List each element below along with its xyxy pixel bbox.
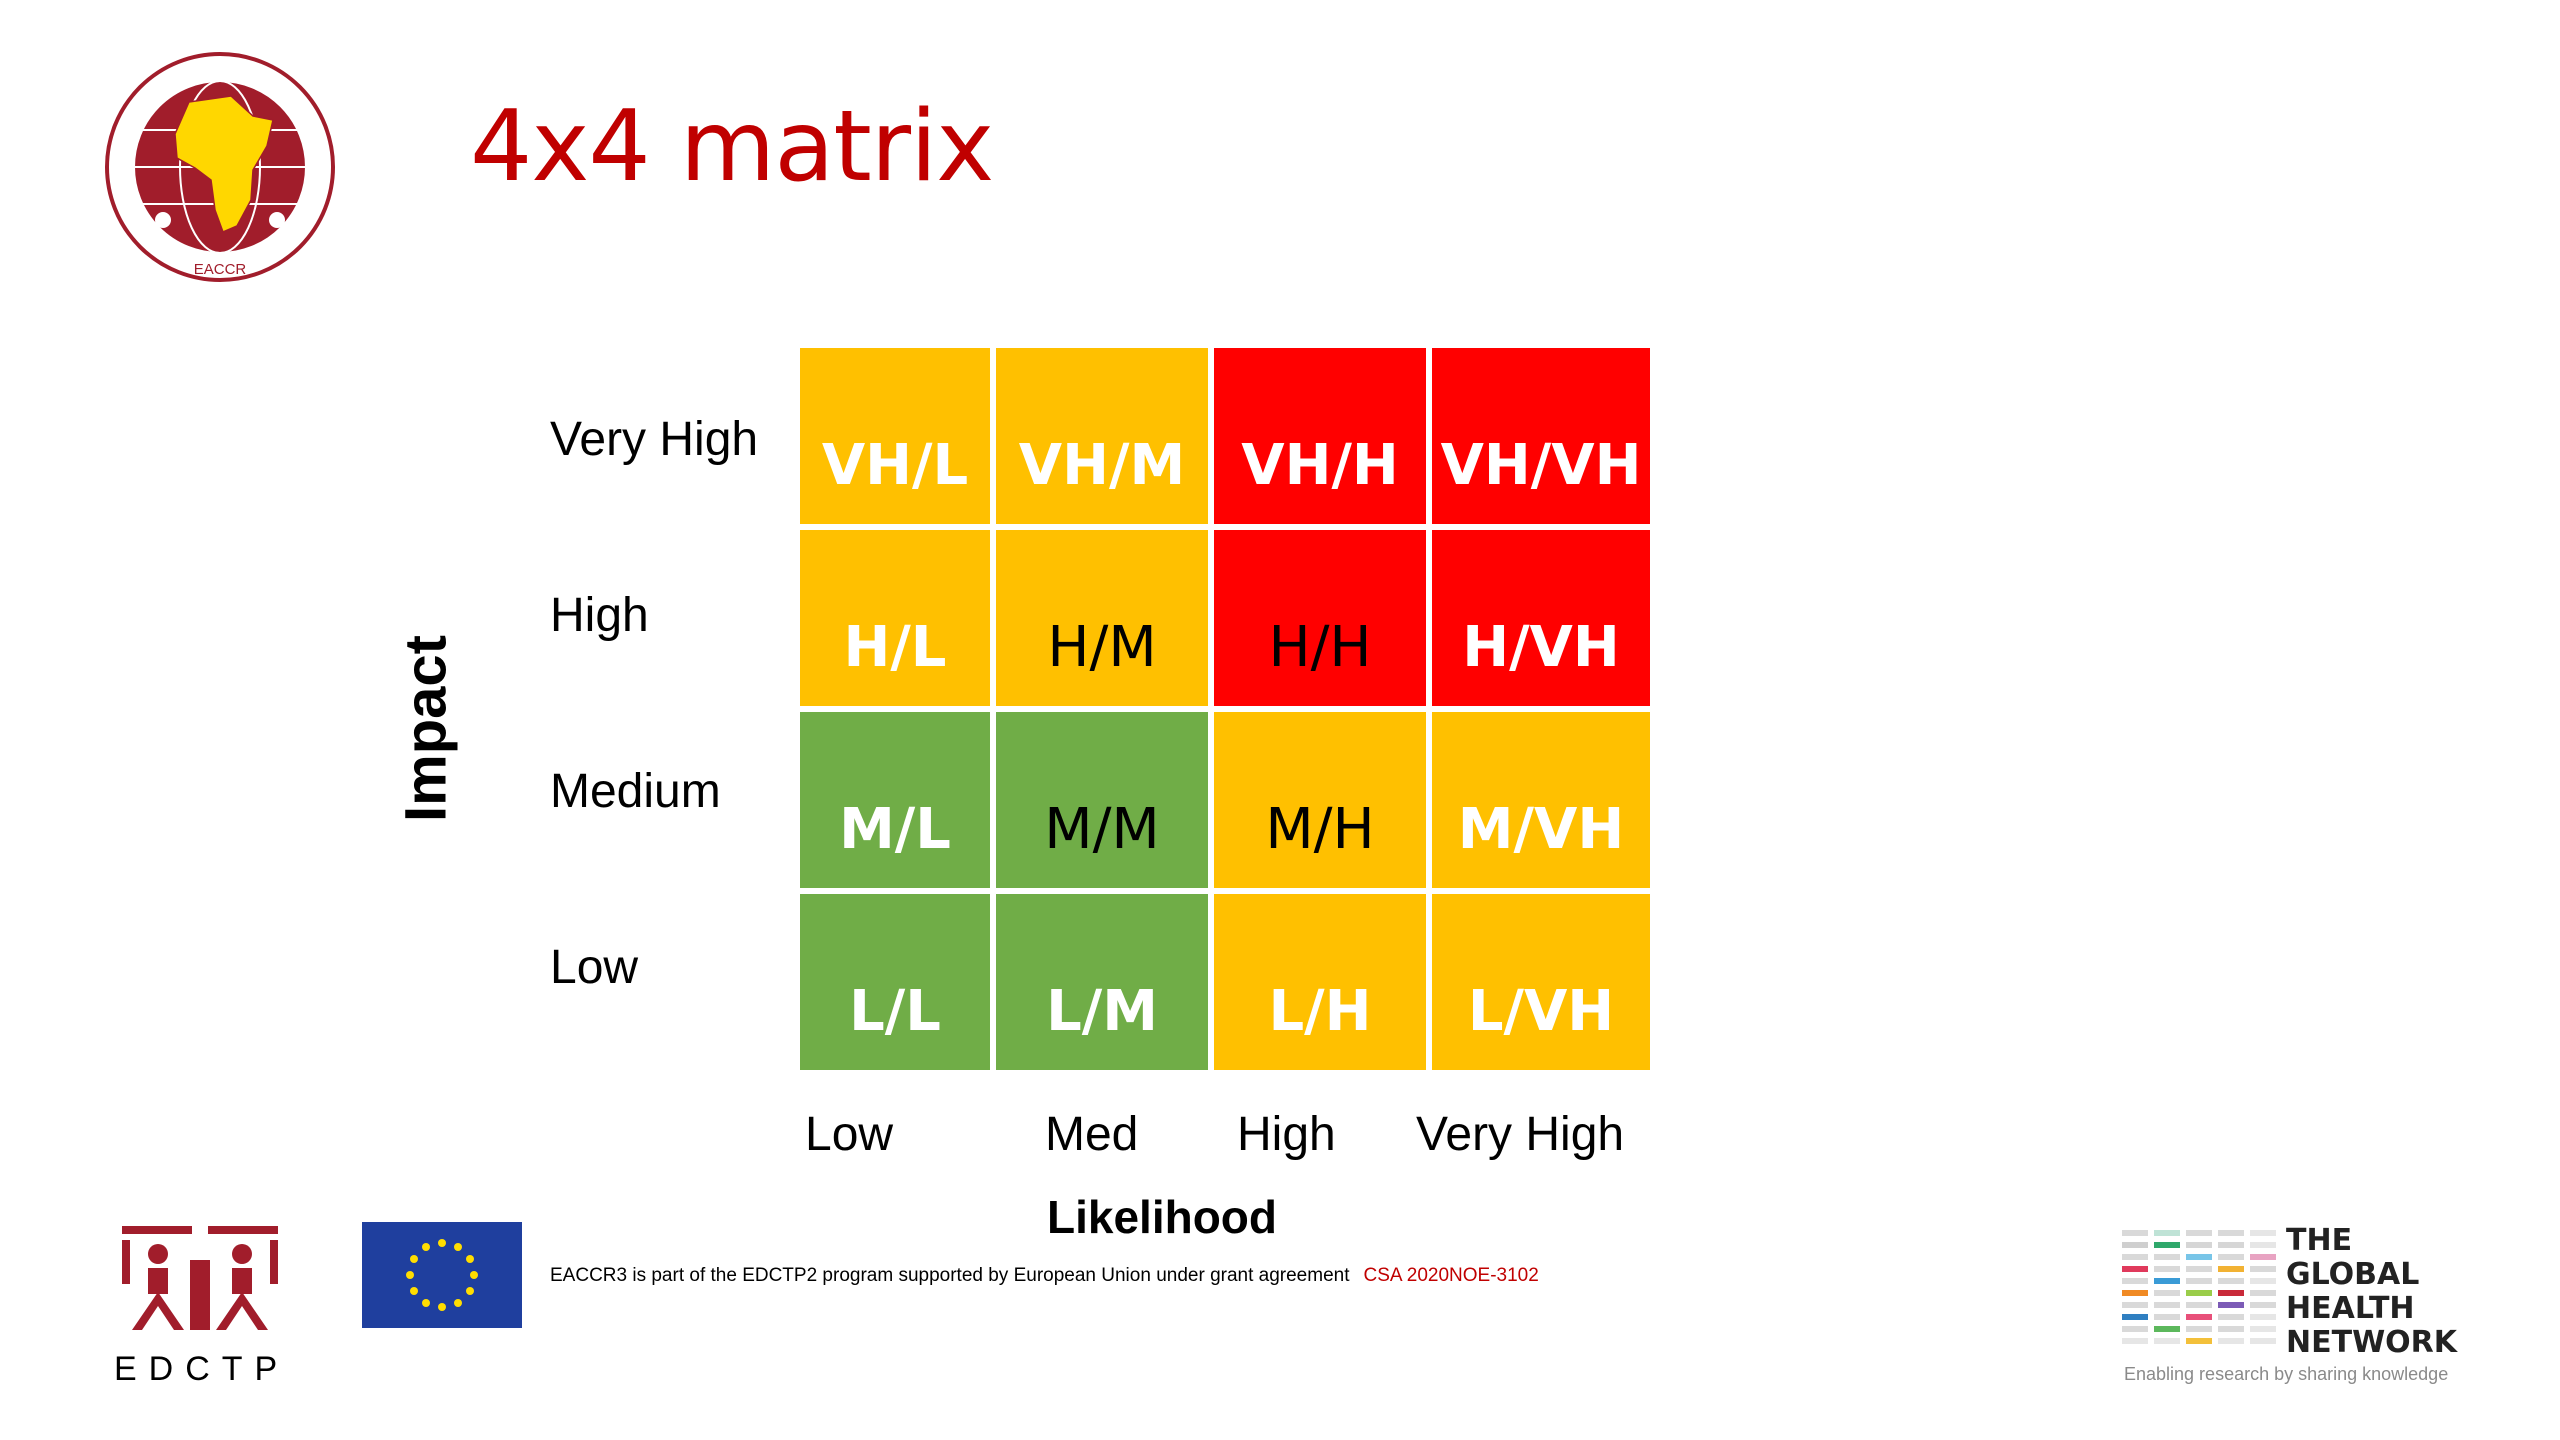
row-label-very-high: Very High (550, 413, 759, 466)
row-label-medium: Medium (550, 765, 721, 818)
row-label-high: High (550, 589, 649, 642)
funding-text: EACCR3 is part of the EDCTP2 program sup… (550, 1265, 1350, 1286)
matrix-cell-l-h: L/H (1214, 894, 1426, 1070)
y-axis-label: Impact (393, 635, 459, 822)
column-label-very-high: Very High (1416, 1108, 1625, 1161)
matrix-cell-m-m: M/M (996, 712, 1208, 888)
ghn-wordmark-line: HEALTH (2286, 1291, 2415, 1326)
matrix-cell-m-h: M/H (1214, 712, 1426, 888)
ghn-wordmark-line: NETWORK (2286, 1325, 2458, 1360)
matrix-cell-h-h: H/H (1214, 530, 1426, 706)
grant-id: CSA 2020NOE-3102 (1363, 1265, 1539, 1286)
column-label-med: Med (1045, 1108, 1139, 1161)
matrix-cell-h-l: H/L (800, 530, 990, 706)
x-axis-label: Likelihood (1047, 1191, 1277, 1243)
matrix-cell-h-vh: H/VH (1432, 530, 1650, 706)
global-health-network-logo (2122, 1230, 2276, 1344)
eu-flag (362, 1222, 522, 1328)
risk-matrix: VH/L VH/M VH/H VH/VH H/L H/M H/H H/VH M/… (800, 348, 1650, 1072)
eu-stars-icon (406, 1239, 478, 1311)
eaccr-abbrev: EACCR (194, 261, 247, 278)
matrix-cell-vh-h: VH/H (1214, 348, 1426, 524)
eaccr-logo: EACCR (105, 52, 335, 282)
matrix-cell-h-m: H/M (996, 530, 1208, 706)
ghn-wordmark-line: GLOBAL (2286, 1257, 2420, 1292)
matrix-cell-vh-vh: VH/VH (1432, 348, 1650, 524)
ghn-wordmark: THE GLOBAL HEALTH NETWORK (2286, 1224, 2457, 1360)
column-label-high: High (1237, 1108, 1336, 1161)
matrix-cell-m-l: M/L (800, 712, 990, 888)
ghn-tagline: Enabling research by sharing knowledge (2124, 1364, 2449, 1384)
ghn-wordmark-line: THE (2286, 1223, 2353, 1258)
matrix-cell-l-vh: L/VH (1432, 894, 1650, 1070)
slide-title: 4x4 matrix (470, 90, 994, 204)
edctp-wordmark: EDCTP (114, 1350, 290, 1388)
edctp-logo (118, 1220, 283, 1335)
matrix-cell-l-m: L/M (996, 894, 1208, 1070)
matrix-cell-vh-l: VH/L (800, 348, 990, 524)
column-label-low: Low (805, 1108, 894, 1161)
matrix-cell-m-vh: M/VH (1432, 712, 1650, 888)
funding-note: EACCR3 is part of the EDCTP2 program sup… (550, 1265, 1539, 1287)
row-label-low: Low (550, 941, 639, 994)
matrix-cell-l-l: L/L (800, 894, 990, 1070)
matrix-cell-vh-m: VH/M (996, 348, 1208, 524)
